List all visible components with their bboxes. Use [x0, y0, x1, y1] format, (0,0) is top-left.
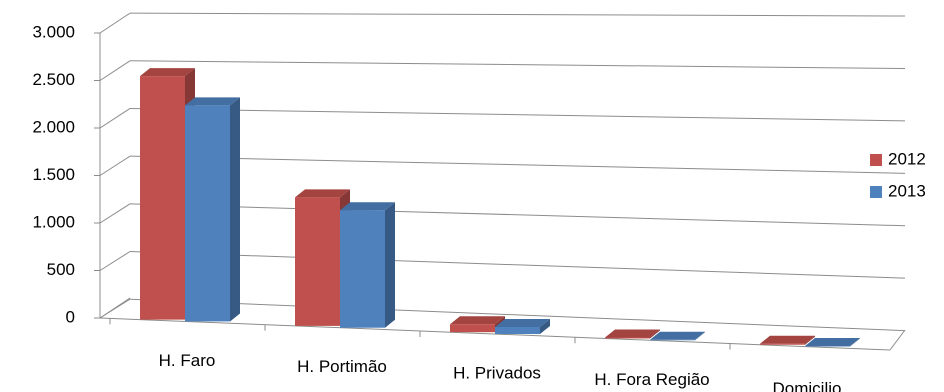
grid-line-side — [99, 203, 131, 224]
grid-line — [129, 203, 906, 227]
grid-line-side — [99, 298, 131, 319]
bar — [295, 197, 340, 326]
bar-top — [140, 68, 195, 77]
bar-top — [805, 338, 860, 347]
grid-line — [129, 298, 906, 332]
bar — [340, 210, 385, 328]
bar-top — [760, 335, 815, 344]
bar — [495, 327, 540, 334]
grid-line-side — [99, 251, 131, 271]
x-tick-label: Domicilio — [773, 379, 842, 392]
bar — [140, 76, 185, 320]
bar — [760, 343, 805, 345]
legend-swatch — [870, 154, 882, 166]
y-tick-label: 3.000 — [32, 22, 75, 41]
legend-swatch — [870, 186, 882, 198]
floor-edge — [889, 329, 906, 351]
bar-side — [805, 335, 815, 345]
grid-line — [129, 251, 906, 279]
bar-side — [695, 331, 705, 341]
grid-line-side — [99, 12, 131, 34]
x-tick-label: H. Privados — [453, 363, 541, 382]
y-tick-label: 2.500 — [32, 70, 75, 89]
bar-top — [605, 329, 660, 338]
bar-top — [295, 189, 350, 198]
y-tick-label: 1.500 — [32, 165, 75, 184]
grid-line — [129, 107, 906, 122]
y-tick-label: 0 — [66, 307, 75, 326]
grid-line — [129, 60, 906, 69]
bar — [185, 105, 230, 322]
bar-side — [540, 319, 550, 334]
grid-line — [129, 155, 906, 174]
x-tick-label: H. Portimão — [297, 357, 387, 376]
bar-top — [185, 97, 240, 106]
y-tick-label: 1.000 — [32, 212, 75, 231]
bar-side — [230, 97, 240, 322]
bar — [805, 346, 850, 347]
bar-top — [450, 316, 505, 325]
x-tick-label: H. Fora Região — [594, 370, 709, 389]
bar-side — [650, 329, 660, 339]
bar — [605, 337, 650, 339]
bar — [450, 324, 495, 333]
bar-side — [850, 338, 860, 347]
bar-top — [340, 202, 395, 211]
bar-top — [495, 319, 550, 328]
x-tick-label: H. Faro — [159, 351, 216, 370]
grid-line-side — [99, 108, 131, 129]
bar-top — [650, 331, 705, 340]
y-tick-label: 500 — [47, 260, 75, 279]
grid-line-side — [99, 155, 131, 176]
grid-line-side — [99, 60, 131, 81]
legend-label: 2012 — [888, 149, 926, 168]
grid-line — [129, 12, 906, 17]
bar-side — [385, 202, 395, 328]
y-tick-label: 2.000 — [32, 117, 75, 136]
legend-label: 2013 — [888, 181, 926, 200]
bar — [650, 339, 695, 341]
